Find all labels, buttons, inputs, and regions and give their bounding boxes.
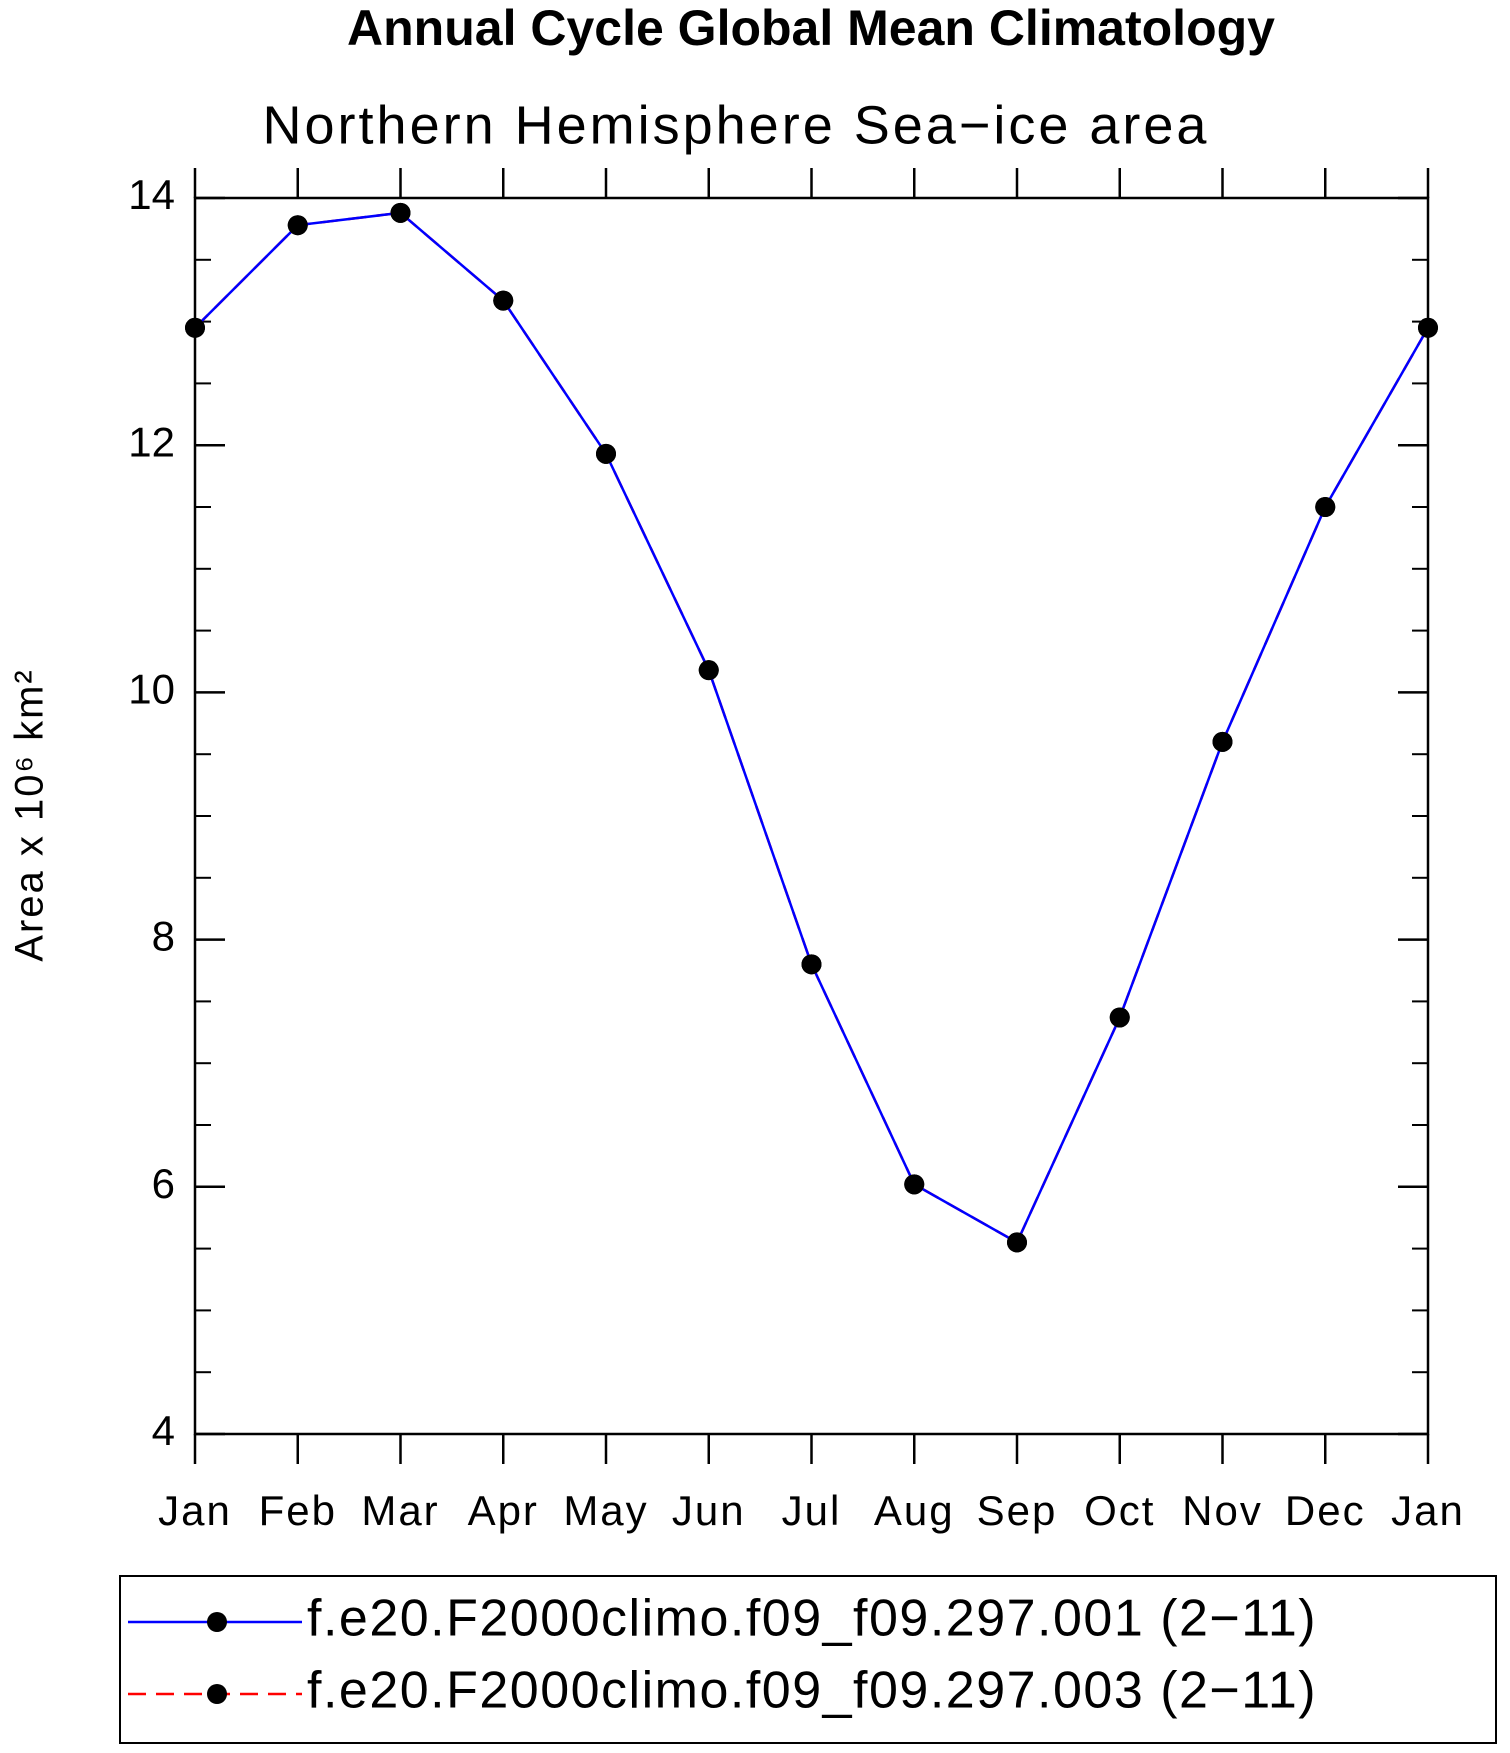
legend-marker xyxy=(207,1612,227,1632)
legend-box xyxy=(119,1575,1497,1744)
data-point xyxy=(1007,1232,1027,1253)
x-tick-label: Nov xyxy=(1182,1487,1263,1534)
x-tick-label: Aug xyxy=(874,1487,955,1534)
x-tick-label: Feb xyxy=(259,1487,337,1534)
x-tick-label: Jan xyxy=(158,1487,232,1534)
x-tick-label: Sep xyxy=(977,1487,1058,1534)
x-tick-label: Oct xyxy=(1084,1487,1155,1534)
data-point xyxy=(801,954,822,975)
data-point xyxy=(493,290,514,311)
chart-subtitle: Northern Hemisphere Sea−ice area xyxy=(263,95,1210,155)
y-tick-label: 12 xyxy=(128,418,175,465)
data-point xyxy=(185,317,205,338)
series-line xyxy=(194,211,1430,1245)
legend-label: f.e20.F2000climo.f09_f09.297.001 (2−11) xyxy=(307,1590,1317,1648)
y-tick-label: 14 xyxy=(128,171,175,218)
data-point xyxy=(1212,731,1233,752)
x-tick-label: Jun xyxy=(672,1487,746,1534)
y-tick-label: 4 xyxy=(152,1407,175,1454)
legend-marker xyxy=(207,1684,227,1704)
x-tick-label: Mar xyxy=(361,1487,439,1534)
y-tick-label: 8 xyxy=(152,913,175,960)
x-tick-label: Dec xyxy=(1285,1487,1366,1534)
x-tick-label: Apr xyxy=(468,1487,539,1534)
data-point xyxy=(1315,497,1336,517)
data-point xyxy=(1418,317,1438,338)
plot-frame xyxy=(193,196,1430,1436)
data-point xyxy=(596,443,616,464)
x-tick-label: Jul xyxy=(782,1487,842,1534)
x-tick-label: Jan xyxy=(1391,1487,1465,1534)
legend-label: f.e20.F2000climo.f09_f09.297.003 (2−11) xyxy=(307,1662,1317,1720)
data-point xyxy=(390,202,411,223)
y-axis-label: Area x 10⁶ km² xyxy=(8,668,52,961)
data-point xyxy=(1109,1007,1130,1028)
data-point xyxy=(287,215,308,236)
data-point xyxy=(904,1174,925,1195)
data-point xyxy=(698,660,719,681)
x-tick-label: May xyxy=(563,1487,648,1534)
series-line xyxy=(194,211,1430,1245)
y-tick-label: 6 xyxy=(152,1160,175,1207)
chart-title: Annual Cycle Global Mean Climatology xyxy=(347,0,1275,56)
y-tick-label: 10 xyxy=(128,665,175,712)
